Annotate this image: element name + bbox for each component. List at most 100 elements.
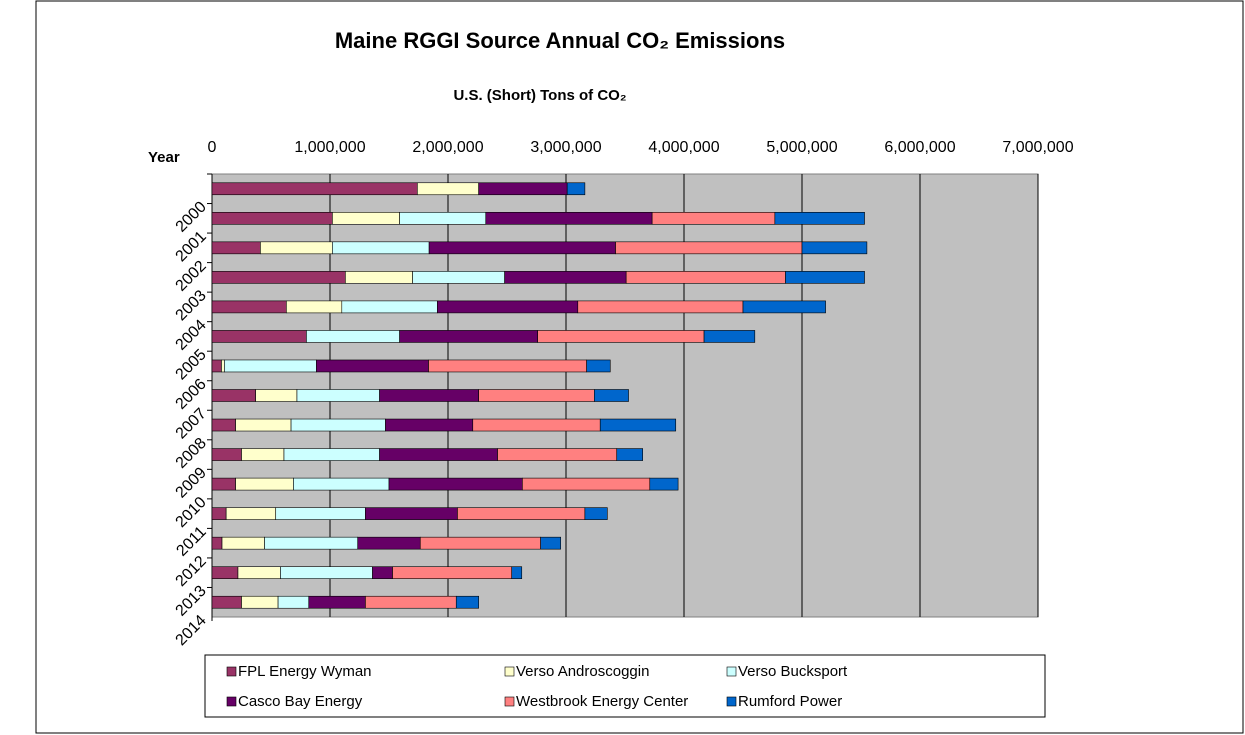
bar-segment	[651, 212, 776, 225]
bar-segment	[372, 566, 393, 580]
x-tick-label: 6,000,000	[884, 139, 955, 156]
legend-swatch	[226, 666, 237, 677]
bar-segment	[504, 271, 627, 284]
chart-title: Maine RGGI Source Annual CO₂ Emissions	[335, 28, 785, 53]
bar-segment	[280, 566, 373, 580]
bar-segment	[379, 389, 479, 402]
bar-segment	[703, 330, 756, 343]
bar-segment	[255, 389, 298, 402]
x-tick-label: 1,000,000	[294, 139, 365, 156]
bar-segment	[211, 389, 256, 402]
bar-segment	[211, 566, 239, 580]
bar-segment	[566, 182, 586, 196]
legend-swatch	[504, 666, 515, 677]
bar-segment	[211, 418, 236, 432]
bar-segment	[742, 300, 826, 314]
bar-segment	[649, 477, 679, 491]
bar-segment	[584, 507, 608, 520]
bar-segment	[341, 300, 438, 314]
bar-segment	[211, 241, 261, 255]
bar-segment	[437, 300, 579, 314]
bar-segment	[211, 595, 242, 609]
bar-segment	[211, 448, 242, 461]
bar-segment	[577, 300, 744, 314]
bar-segment	[211, 330, 307, 343]
bar-segment	[283, 448, 380, 461]
bar-segment	[306, 330, 400, 343]
bar-segment	[286, 300, 343, 314]
bar-segment	[211, 477, 236, 491]
bar-segment	[774, 212, 865, 225]
bar-segment	[511, 566, 523, 580]
bar-segment	[235, 418, 292, 432]
x-tick-label: 3,000,000	[530, 139, 601, 156]
bar-segment	[455, 595, 479, 609]
bar-segment	[537, 330, 705, 343]
x-axis-label: U.S. (Short) Tons of CO₂	[453, 87, 626, 104]
bar-segment	[296, 389, 380, 402]
bar-segment	[316, 359, 429, 373]
legend-swatch	[226, 696, 237, 707]
bar-segment	[345, 271, 413, 284]
bar-segment	[221, 359, 225, 373]
bar-segment	[357, 536, 421, 550]
legend-label: Verso Androscoggin	[516, 663, 649, 680]
bar-segment	[275, 507, 366, 520]
bar-segment	[485, 212, 653, 225]
bar-segment	[457, 507, 586, 520]
bar-segment	[211, 536, 223, 550]
bar-segment	[399, 212, 487, 225]
bar-segment	[241, 595, 279, 609]
bar-segment	[385, 418, 474, 432]
bar-segment	[365, 595, 457, 609]
bar-segment	[308, 595, 366, 609]
legend-swatch	[504, 696, 515, 707]
bar-segment	[235, 477, 294, 491]
bar-segment	[221, 536, 265, 550]
x-tick-label: 5,000,000	[766, 139, 837, 156]
bar-segment	[211, 271, 346, 284]
y-axis-label: Year	[148, 149, 180, 166]
bar-segment	[586, 359, 611, 373]
bar-segment	[332, 241, 430, 255]
bar-segment	[211, 359, 222, 373]
bar-segment	[478, 182, 568, 196]
bar-segment	[428, 241, 616, 255]
bar-segment	[625, 271, 786, 284]
legend-label: Casco Bay Energy	[238, 693, 363, 710]
bar-segment	[419, 536, 541, 550]
bar-segment	[522, 477, 651, 491]
bar-segment	[399, 330, 538, 343]
bar-segment	[264, 536, 359, 550]
bar-segment	[412, 271, 505, 284]
bar-segment	[540, 536, 561, 550]
bar-segment	[428, 359, 587, 373]
bar-segment	[497, 448, 618, 461]
bar-segment	[472, 418, 601, 432]
x-tick-label: 4,000,000	[648, 139, 719, 156]
bar-segment	[211, 507, 227, 520]
bar-segment	[290, 418, 386, 432]
bar-segment	[379, 448, 498, 461]
bar-segment	[599, 418, 677, 432]
bar-segment	[225, 507, 277, 520]
bar-segment	[785, 271, 865, 284]
bar-segment	[293, 477, 390, 491]
legend-swatch	[726, 696, 737, 707]
x-tick-label: 0	[208, 139, 217, 156]
legend-label: Rumford Power	[738, 693, 842, 710]
bar-segment	[801, 241, 868, 255]
bar-segment	[388, 477, 523, 491]
bar-segment	[332, 212, 400, 225]
legend-label: Westbrook Energy Center	[516, 693, 688, 710]
bar-segment	[615, 241, 803, 255]
bar-segment	[211, 300, 287, 314]
bar-segment	[616, 448, 643, 461]
bar-segment	[224, 359, 317, 373]
legend-label: FPL Energy Wyman	[238, 663, 372, 680]
bar-segment	[392, 566, 513, 580]
legend-swatch	[726, 666, 737, 677]
x-tick-label: 7,000,000	[1002, 139, 1073, 156]
bar-segment	[260, 241, 333, 255]
